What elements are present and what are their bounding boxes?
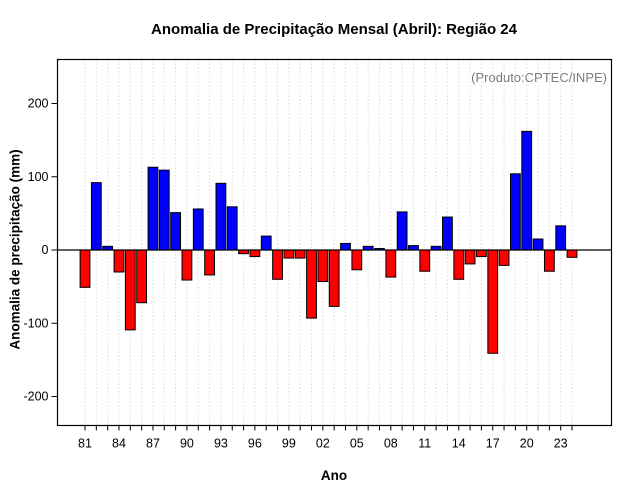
bar-2017 [487, 249, 499, 354]
x-tick-label: 08 [384, 437, 398, 451]
bar-2019 [509, 173, 521, 251]
bar-1981 [79, 249, 91, 288]
y-tick-label: 0 [42, 243, 49, 257]
x-axis-title: Ano [320, 468, 348, 483]
bar-2008 [385, 249, 397, 278]
bar-2005 [351, 249, 363, 271]
bar-2000 [294, 249, 306, 259]
bar-2004 [340, 242, 351, 251]
bar-2010 [408, 245, 419, 251]
bar-1994 [226, 206, 238, 251]
x-tick-label: 14 [452, 437, 466, 451]
product-annotation: (Produto:CPTEC/INPE) [471, 70, 607, 85]
bar-2009 [396, 211, 408, 251]
x-tick-label: 81 [78, 437, 92, 451]
bar-1997 [260, 235, 272, 251]
bar-1984 [113, 249, 125, 273]
x-tick-label: 93 [214, 437, 228, 451]
bar-1996 [249, 249, 261, 258]
bar-1985 [124, 249, 136, 331]
bar-1987 [147, 166, 159, 251]
bar-1982 [90, 182, 102, 251]
bar-2020 [521, 130, 533, 251]
x-tick-label: 20 [520, 437, 534, 451]
y-tick-label: 100 [28, 170, 49, 184]
bar-2018 [498, 249, 510, 266]
bar-2022 [543, 249, 555, 272]
x-tick-label: 90 [180, 437, 194, 451]
bar-1998 [272, 249, 283, 280]
plot-border [56, 58, 613, 427]
bar-1989 [170, 212, 182, 251]
bar-2015 [464, 249, 476, 265]
chart-title: Anomalia de Precipitação Mensal (Abril):… [151, 21, 517, 38]
x-tick-label: 17 [486, 437, 500, 451]
x-tick-label: 11 [418, 437, 431, 451]
x-tick-label: 99 [282, 437, 296, 451]
bar-2002 [317, 249, 329, 282]
bar-1999 [283, 249, 295, 259]
x-tick-label: 84 [112, 437, 126, 451]
y-tick-label: 200 [28, 97, 49, 111]
bar-1990 [181, 249, 193, 281]
bar-2014 [453, 249, 465, 280]
x-tick-label: 02 [316, 437, 330, 451]
x-tick-label: 87 [146, 437, 160, 451]
bar-2001 [306, 249, 317, 319]
x-tick-label: 23 [554, 437, 568, 451]
y-tick-label: -200 [23, 390, 48, 404]
bar-1993 [215, 182, 227, 251]
bar-2024 [566, 249, 578, 258]
bar-1988 [158, 169, 170, 251]
bar-2023 [555, 225, 567, 251]
bar-2021 [532, 238, 544, 251]
bar-2016 [476, 249, 487, 258]
y-tick-label: -100 [23, 316, 48, 330]
x-tick-label: 05 [350, 437, 364, 451]
bar-1986 [136, 249, 148, 304]
x-tick-label: 96 [248, 437, 262, 451]
bar-1991 [192, 208, 204, 251]
bar-2011 [419, 249, 431, 272]
bar-2003 [328, 249, 340, 307]
bar-2013 [442, 216, 453, 251]
bar-1992 [204, 249, 215, 276]
